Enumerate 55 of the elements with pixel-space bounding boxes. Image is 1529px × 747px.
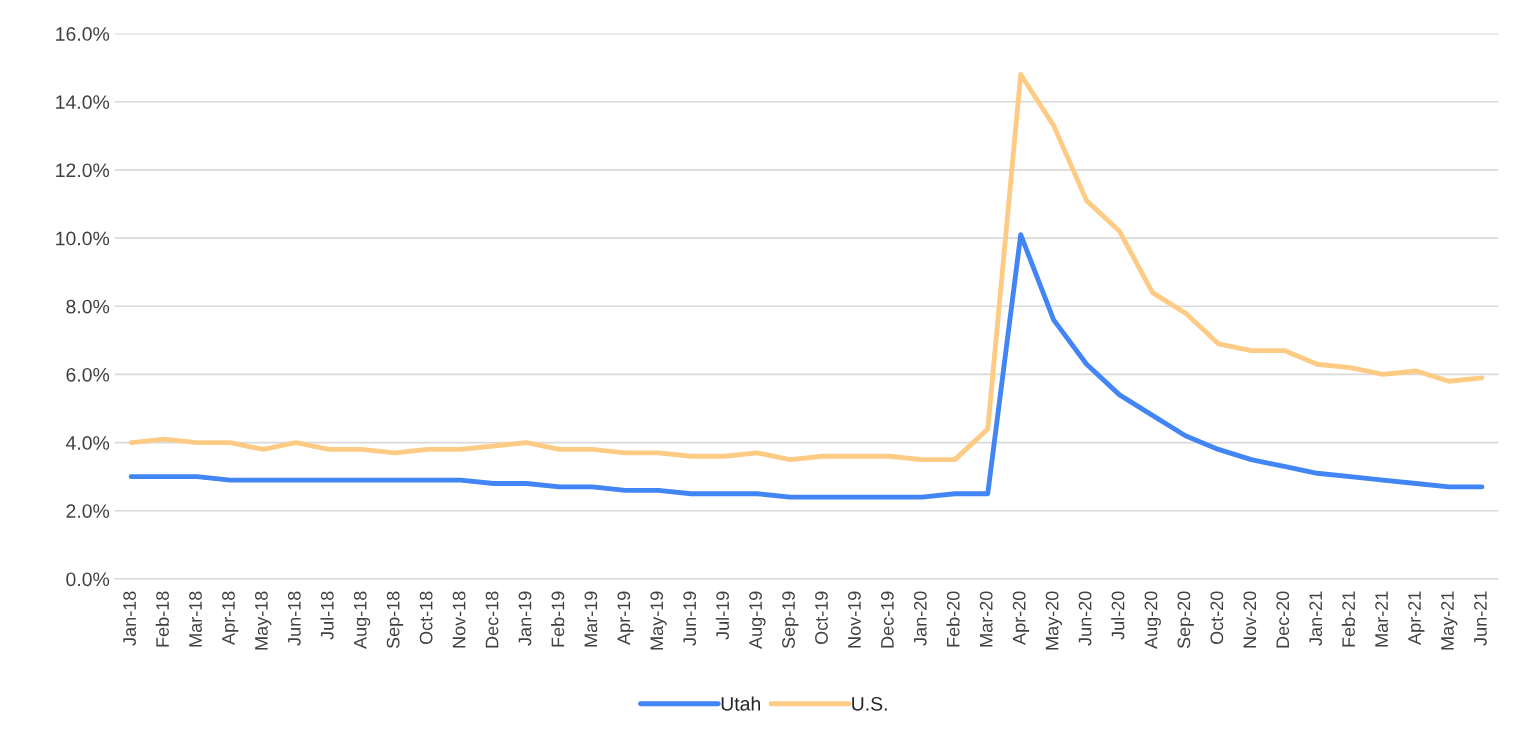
x-tick-label: Dec-18	[485, 591, 499, 648]
x-tick-label: Jan-18	[123, 591, 136, 646]
y-tick-label: 14.0%	[56, 95, 110, 110]
x-tick-label: Feb-18	[155, 591, 169, 647]
x-tick-label: Nov-19	[848, 591, 861, 648]
x-tick-label: Apr-18	[222, 591, 239, 645]
x-tick-label: Feb-21	[1341, 591, 1356, 647]
y-tick-label: 0.0%	[66, 572, 110, 587]
x-tick-label: Sep-18	[386, 591, 404, 649]
y-tick-label: 2.0%	[66, 504, 110, 518]
x-tick-label: Jul-19	[715, 591, 730, 640]
x-tick-label: Nov-20	[1243, 591, 1257, 648]
y-tick-label: 16.0%	[56, 27, 110, 41]
x-tick-label: Aug-18	[353, 591, 371, 649]
x-tick-label: Aug-20	[1144, 591, 1161, 649]
x-tick-label: May-18	[254, 591, 272, 650]
x-tick-label: Sep-19	[782, 591, 799, 649]
x-tick-label: Jun-18	[287, 591, 301, 646]
line-series	[128, 232, 1485, 500]
x-tick-label: Aug-19	[749, 591, 766, 649]
y-tick-label: 6.0%	[66, 367, 110, 382]
x-tick-label: Nov-18	[452, 591, 466, 648]
x-tick-label: Jul-20	[1111, 591, 1125, 640]
legend-label: U.S.	[852, 696, 887, 711]
x-tick-label: Mar-20	[979, 591, 993, 647]
y-tick-label: 10.0%	[56, 231, 110, 246]
y-tick-label: 8.0%	[66, 299, 110, 314]
x-tick-label: Dec-20	[1276, 591, 1290, 648]
x-tick-label: Jun-21	[1474, 591, 1487, 646]
x-tick-label: Feb-19	[551, 591, 565, 647]
x-tick-label: Mar-18	[189, 591, 202, 647]
x-tick-label: Oct-20	[1210, 591, 1224, 645]
x-tick-label: May-21	[1441, 591, 1458, 650]
x-tick-label: Oct-18	[419, 591, 433, 645]
x-tick-label: Jan-19	[518, 591, 532, 646]
x-tick-label: Dec-19	[880, 591, 894, 648]
line-series	[128, 72, 1485, 463]
x-tick-label: Sep-20	[1177, 591, 1194, 649]
x-tick-label: Jul-18	[320, 591, 334, 640]
x-tick-label: Feb-20	[946, 591, 960, 647]
y-tick-label: 4.0%	[65, 436, 110, 450]
x-tick-label: Apr-21	[1408, 591, 1425, 645]
y-tick-label: 12.0%	[56, 163, 110, 178]
x-tick-label: May-20	[1045, 591, 1063, 650]
x-tick-label: Jan-21	[1309, 591, 1323, 646]
x-tick-label: Mar-19	[584, 591, 598, 647]
x-tick-label: Jun-19	[683, 591, 697, 646]
legend-label: Utah	[721, 696, 761, 711]
x-tick-label: Mar-21	[1375, 591, 1388, 647]
x-tick-label: Jan-20	[913, 591, 927, 646]
x-tick-label: Apr-19	[617, 591, 634, 645]
x-tick-label: Apr-20	[1012, 591, 1030, 645]
x-tick-label: Jun-20	[1078, 591, 1092, 646]
x-tick-label: May-19	[650, 591, 667, 650]
x-tick-label: Oct-19	[815, 591, 828, 645]
